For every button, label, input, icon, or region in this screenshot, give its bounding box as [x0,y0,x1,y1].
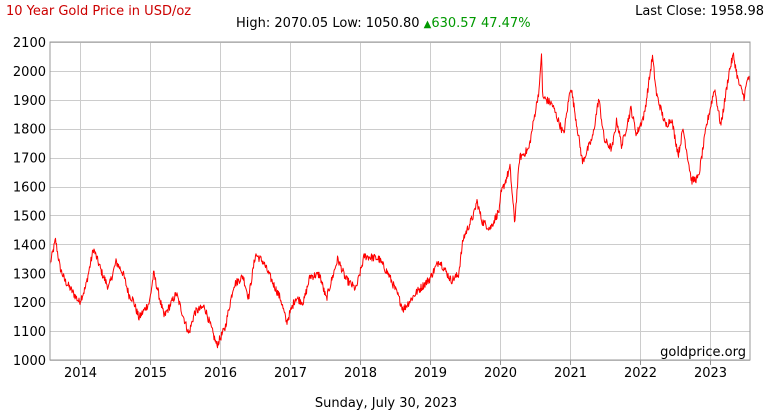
y-tick-label: 1900 [13,94,46,109]
y-tick-label: 1000 [13,354,46,369]
x-tick-label: 2018 [344,366,377,381]
x-tick-label: 2021 [554,366,587,381]
last-close-value: 1958.98 [710,4,764,19]
x-tick-label: 2014 [64,366,97,381]
y-tick-label: 1300 [13,267,46,282]
low-value: 1050.80 [366,16,420,31]
gold-price-series-line [49,52,751,349]
source-watermark: goldprice.org [660,345,746,360]
y-tick-label: 1100 [13,325,46,340]
x-tick-label: 2020 [484,366,517,381]
stats-line: High: 2070.05 Low: 1050.80 ▲630.57 47.47… [236,16,531,31]
x-tick-label: 2016 [204,366,237,381]
y-tick-label: 2000 [13,65,46,80]
low-label: Low: [332,16,361,31]
change-up-icon: ▲ [424,19,432,30]
x-tick-label: 2019 [414,366,447,381]
y-axis-tick-labels: 1000 1100 1200 1300 1400 1500 1600 1700 1800 1900… [13,36,46,369]
chart-date: Sunday, July 30, 2023 [315,396,457,410]
y-tick-label: 1800 [13,123,46,138]
chart-title: 10 Year Gold Price in USD/oz [6,4,191,19]
change-percent: 47.47% [481,16,531,31]
x-tick-label: 2015 [134,366,167,381]
x-tick-label: 2023 [694,366,727,381]
last-close-line: Last Close: 1958.98 [635,4,764,19]
high-value: 2070.05 [274,16,328,31]
x-axis-tick-labels: 2014 2015 2016 2017 2018 2019 2020 2021 2022 2023 [64,366,727,381]
last-close-label: Last Close: [635,4,706,19]
y-tick-label: 2100 [13,36,46,51]
high-label: High: [236,16,270,31]
x-tick-label: 2017 [274,366,307,381]
change-value: 630.57 [431,16,477,31]
y-tick-label: 1200 [13,296,46,311]
y-tick-label: 1700 [13,152,46,167]
x-tick-label: 2022 [624,366,657,381]
y-tick-label: 1500 [13,209,46,224]
y-tick-label: 1600 [13,181,46,196]
y-tick-label: 1400 [13,238,46,253]
grid [50,42,750,365]
plot-frame [49,41,751,361]
